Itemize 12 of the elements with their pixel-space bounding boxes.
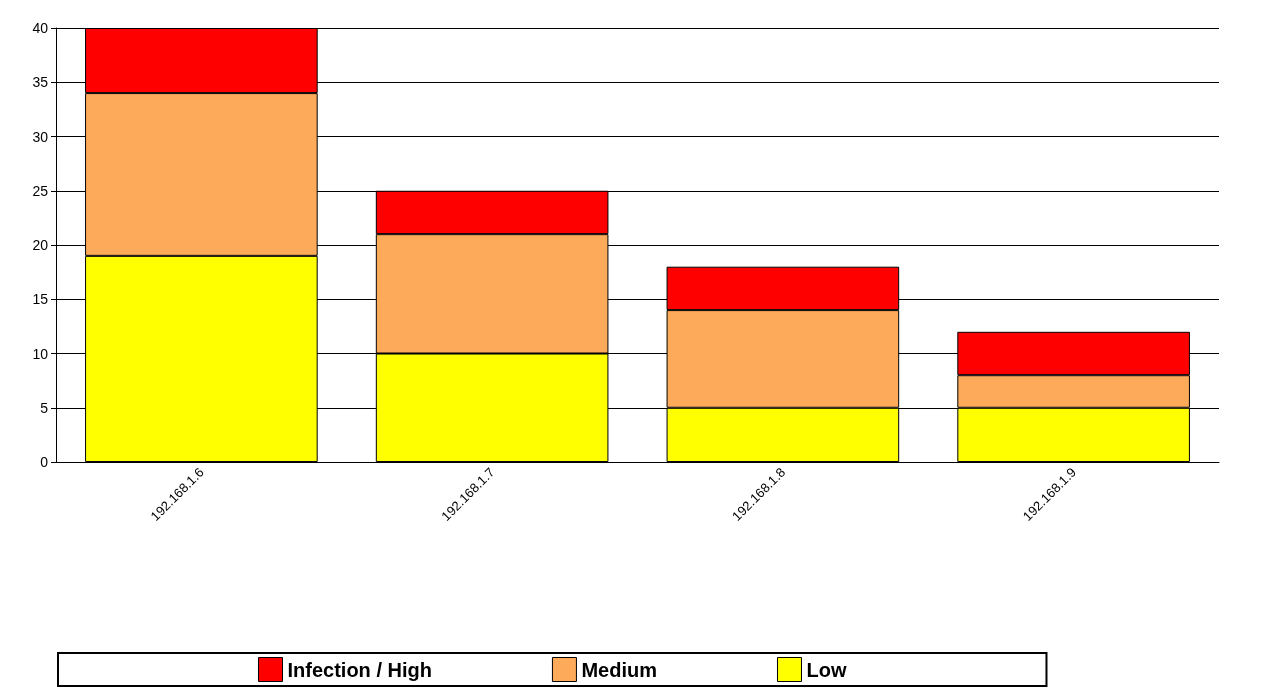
legend-label: Medium bbox=[581, 658, 657, 681]
y-tick-label: 0 bbox=[40, 454, 49, 470]
y-tick-label: 40 bbox=[32, 20, 49, 36]
y-tick-label: 5 bbox=[40, 399, 49, 416]
y-tick-label: 35 bbox=[32, 74, 49, 91]
y-tick-label: 10 bbox=[32, 345, 49, 362]
y-tick-label: 15 bbox=[32, 291, 49, 308]
y-tick-label: 25 bbox=[32, 182, 49, 199]
y-tick-label: 30 bbox=[32, 128, 49, 145]
y-tick-label: 20 bbox=[32, 237, 49, 253]
legend-label: Low bbox=[806, 658, 847, 681]
legend-label: Infection / High bbox=[287, 658, 432, 681]
